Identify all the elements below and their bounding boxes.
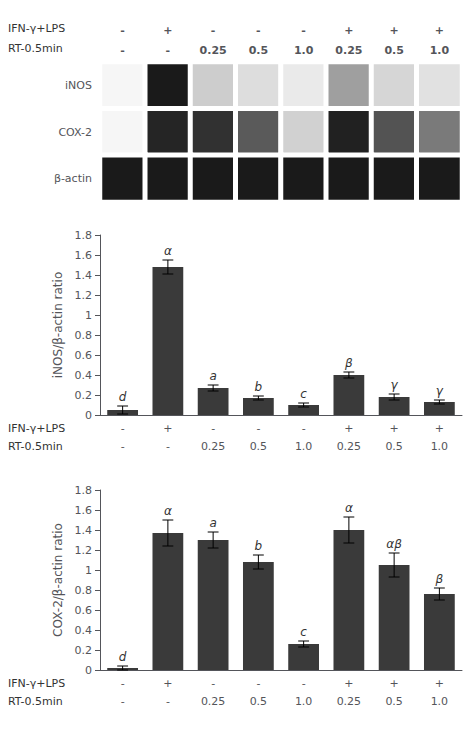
svg-text:iNOS: iNOS (65, 79, 92, 92)
svg-text:COX-2/β-actin ratio: COX-2/β-actin ratio (51, 523, 65, 637)
svg-text:0.5: 0.5 (385, 695, 403, 708)
svg-text:0.25: 0.25 (337, 440, 362, 453)
svg-text:0.25: 0.25 (200, 44, 227, 57)
svg-text:b: b (255, 380, 263, 394)
svg-text:αβ: αβ (386, 537, 402, 551)
svg-text:0.5: 0.5 (384, 44, 404, 57)
svg-text:+: + (163, 677, 172, 690)
svg-text:COX-2: COX-2 (58, 126, 92, 139)
svg-text:1.6: 1.6 (75, 249, 93, 262)
svg-text:α: α (164, 244, 172, 258)
svg-text:0.25: 0.25 (337, 695, 362, 708)
svg-text:1.2: 1.2 (75, 289, 93, 302)
svg-text:α: α (345, 501, 353, 515)
svg-text:1.0: 1.0 (295, 440, 313, 453)
svg-text:d: d (119, 650, 127, 664)
svg-text:b: b (255, 539, 263, 553)
svg-text:RT-0.5min: RT-0.5min (8, 695, 63, 708)
svg-text:+: + (390, 24, 399, 37)
svg-text:-: - (121, 440, 125, 453)
svg-text:0.4: 0.4 (75, 624, 93, 637)
svg-text:1.2: 1.2 (75, 544, 93, 557)
svg-text:1.0: 1.0 (430, 44, 450, 57)
svg-text:0.5: 0.5 (249, 44, 269, 57)
svg-text:-: - (166, 44, 171, 57)
svg-text:α: α (164, 504, 172, 518)
svg-text:+: + (435, 677, 444, 690)
svg-text:+: + (344, 24, 353, 37)
svg-text:-: - (256, 677, 260, 690)
svg-text:1.0: 1.0 (431, 695, 449, 708)
svg-text:γ: γ (436, 384, 444, 398)
svg-text:0.25: 0.25 (201, 695, 226, 708)
svg-text:-: - (121, 695, 125, 708)
svg-text:c: c (300, 625, 307, 639)
svg-text:0: 0 (85, 409, 92, 422)
svg-text:iNOS/β-actin ratio: iNOS/β-actin ratio (51, 272, 65, 378)
svg-text:+: + (344, 422, 353, 435)
svg-text:γ: γ (391, 378, 399, 392)
svg-text:0.5: 0.5 (385, 440, 403, 453)
svg-text:-: - (120, 24, 125, 37)
svg-text:+: + (390, 422, 399, 435)
svg-text:IFN-γ+LPS: IFN-γ+LPS (8, 422, 65, 435)
svg-text:1.8: 1.8 (75, 229, 93, 242)
svg-text:-: - (166, 695, 170, 708)
svg-text:a: a (209, 369, 216, 383)
svg-text:0.5: 0.5 (250, 695, 268, 708)
svg-text:+: + (163, 422, 172, 435)
svg-text:1.0: 1.0 (431, 440, 449, 453)
svg-text:+: + (390, 677, 399, 690)
svg-text:-: - (166, 440, 170, 453)
svg-text:-: - (120, 44, 125, 57)
svg-text:β-actin: β-actin (54, 172, 92, 185)
svg-text:0.8: 0.8 (75, 329, 93, 342)
svg-text:0.25: 0.25 (201, 440, 226, 453)
svg-text:1.4: 1.4 (75, 524, 93, 537)
svg-text:+: + (163, 24, 172, 37)
svg-text:1: 1 (85, 564, 92, 577)
svg-text:0: 0 (85, 664, 92, 677)
svg-text:0.25: 0.25 (335, 44, 362, 57)
svg-text:-: - (302, 422, 306, 435)
svg-text:-: - (211, 677, 215, 690)
svg-text:0.4: 0.4 (75, 369, 93, 382)
svg-text:0.2: 0.2 (75, 389, 93, 402)
svg-text:1.4: 1.4 (75, 269, 93, 282)
svg-text:-: - (256, 422, 260, 435)
svg-text:β: β (344, 356, 353, 370)
svg-text:+: + (344, 677, 353, 690)
svg-text:RT-0.5min: RT-0.5min (8, 440, 63, 453)
svg-text:-: - (302, 677, 306, 690)
svg-text:IFN-γ+LPS: IFN-γ+LPS (8, 22, 65, 35)
svg-text:-: - (121, 422, 125, 435)
svg-text:-: - (211, 422, 215, 435)
svg-text:β: β (435, 572, 444, 586)
svg-text:0.6: 0.6 (75, 604, 93, 617)
svg-text:1.6: 1.6 (75, 504, 93, 517)
svg-text:IFN-γ+LPS: IFN-γ+LPS (8, 677, 65, 690)
svg-text:-: - (121, 677, 125, 690)
svg-text:RT-0.5min: RT-0.5min (8, 42, 63, 55)
svg-text:d: d (119, 390, 127, 404)
svg-text:1: 1 (85, 309, 92, 322)
svg-text:+: + (435, 422, 444, 435)
svg-text:0.8: 0.8 (75, 584, 93, 597)
svg-text:1.8: 1.8 (75, 484, 93, 497)
svg-text:c: c (300, 387, 307, 401)
svg-text:1.0: 1.0 (295, 695, 313, 708)
svg-text:0.2: 0.2 (75, 644, 93, 657)
svg-text:-: - (256, 24, 261, 37)
svg-text:-: - (211, 24, 216, 37)
svg-text:0.5: 0.5 (250, 440, 268, 453)
svg-text:+: + (435, 24, 444, 37)
svg-text:0.6: 0.6 (75, 349, 93, 362)
svg-text:a: a (209, 516, 216, 530)
svg-text:-: - (301, 24, 306, 37)
svg-text:1.0: 1.0 (294, 44, 314, 57)
